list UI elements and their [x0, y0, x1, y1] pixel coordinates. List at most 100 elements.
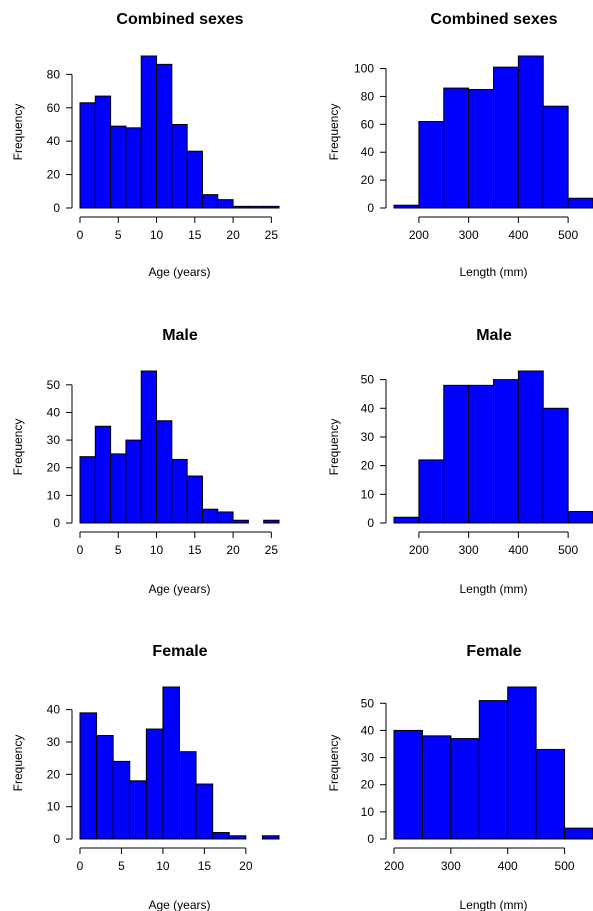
x-tick-label: 20	[226, 543, 240, 557]
y-tick-label: 0	[367, 201, 374, 215]
histogram-bar	[517, 55, 544, 209]
x-tick-label: 15	[188, 228, 202, 242]
histogram-bar	[112, 760, 131, 840]
y-tick-label: 30	[361, 430, 375, 444]
x-tick-label: 500	[558, 543, 578, 557]
histogram-bar	[201, 508, 219, 524]
histogram-bar	[232, 205, 249, 209]
histogram-bar	[443, 87, 470, 209]
histogram-bar	[542, 407, 569, 524]
x-axis-label: Length (mm)	[459, 265, 527, 279]
histogram-bar	[535, 748, 566, 840]
histogram-bar	[195, 783, 214, 840]
histogram-bar	[140, 370, 158, 524]
y-tick-label: 0	[53, 516, 60, 530]
y-tick-label: 20	[361, 459, 375, 473]
x-tick-label: 300	[459, 543, 479, 557]
y-tick-label: 0	[53, 201, 60, 215]
y-tick-label: 10	[47, 800, 61, 814]
y-tick-label: 20	[47, 461, 61, 475]
x-tick-label: 0	[77, 228, 84, 242]
x-tick-label: 20	[226, 228, 240, 242]
y-tick-label: 40	[47, 405, 61, 419]
y-axis-label: Frequency	[11, 735, 25, 792]
x-tick-label: 200	[409, 543, 429, 557]
x-tick-label: 0	[77, 859, 84, 873]
y-tick-label: 20	[47, 168, 61, 182]
y-tick-label: 0	[367, 516, 374, 530]
chart-title: Combined sexes	[116, 11, 243, 28]
x-tick-label: 10	[150, 228, 164, 242]
y-tick-label: 30	[361, 751, 375, 765]
histogram-bar	[201, 194, 219, 209]
y-axis-label: Frequency	[11, 104, 25, 161]
histogram-bar	[493, 66, 519, 209]
x-tick-label: 25	[265, 228, 279, 242]
histogram-bar	[129, 780, 147, 840]
histogram-bar	[261, 835, 280, 840]
chart-title: Male	[476, 327, 512, 344]
y-tick-label: 10	[361, 805, 375, 819]
histogram-bar	[79, 102, 96, 209]
y-axis-label: Frequency	[327, 104, 341, 161]
y-tick-label: 80	[361, 89, 375, 103]
y-axis-label: Frequency	[327, 735, 341, 792]
y-tick-label: 50	[361, 696, 375, 710]
histogram-panel-4: 0 10 20 30 40 50 200 300 400 500 Male Length (mm) Fr…	[327, 327, 593, 596]
histogram-bar	[567, 511, 593, 524]
histogram-bar	[79, 712, 98, 840]
x-tick-label: 200	[384, 859, 404, 873]
histogram-bar	[263, 519, 280, 524]
y-tick-label: 40	[361, 145, 375, 159]
y-tick-label: 30	[47, 433, 61, 447]
y-tick-label: 60	[361, 117, 375, 131]
chart-title: Combined sexes	[430, 11, 557, 28]
histogram-bar	[140, 55, 158, 209]
x-axis-label: Age (years)	[148, 265, 210, 279]
x-axis-label: Age (years)	[148, 582, 210, 596]
histogram-bar	[110, 453, 127, 524]
histogram-bar	[468, 384, 494, 524]
histogram-bar	[94, 95, 112, 209]
histogram-bar	[171, 123, 188, 209]
x-tick-label: 10	[156, 859, 170, 873]
histogram-bar	[162, 686, 181, 840]
histogram-bar	[186, 475, 203, 524]
x-tick-label: 20	[239, 859, 253, 873]
histogram-panel-2: 0 20 40 60 80 100 200 300 400 500 Combined sexes Le…	[327, 11, 593, 279]
histogram-bar	[263, 205, 280, 209]
histogram-bar	[393, 516, 420, 524]
histogram-bar	[493, 379, 519, 524]
x-tick-label: 25	[265, 543, 279, 557]
y-axis-label: Frequency	[11, 419, 25, 476]
y-tick-label: 20	[361, 173, 375, 187]
histogram-bar	[171, 458, 188, 524]
x-tick-label: 400	[508, 543, 528, 557]
histogram-bar	[156, 420, 173, 524]
y-tick-label: 40	[47, 134, 61, 148]
histogram-bar	[125, 127, 142, 209]
chart-title: Female	[466, 643, 521, 660]
histogram-bar	[96, 735, 114, 840]
histogram-panel-6: 0 10 20 30 40 50 200 300 400 500 Female Length (mm)…	[327, 643, 593, 911]
x-tick-label: 200	[409, 228, 429, 242]
y-tick-label: 30	[47, 735, 61, 749]
histogram-bar	[79, 456, 96, 524]
histogram-bar	[507, 686, 537, 840]
y-tick-label: 0	[53, 832, 60, 846]
histogram-bar	[125, 439, 142, 524]
histogram-bar	[247, 205, 265, 209]
x-tick-label: 500	[555, 859, 575, 873]
histogram-bar	[186, 150, 203, 209]
histogram-bar	[145, 728, 164, 840]
histogram-bar	[421, 735, 452, 840]
x-tick-label: 5	[118, 859, 125, 873]
y-tick-label: 40	[361, 401, 375, 415]
y-tick-label: 60	[47, 101, 61, 115]
y-tick-label: 20	[361, 778, 375, 792]
x-axis-label: Age (years)	[148, 898, 210, 911]
y-tick-label: 20	[47, 767, 61, 781]
histogram-panel-1: 0 20 40 60 80 0 5 10 15 20 25 Combined sexes Age (ye…	[11, 11, 280, 279]
x-tick-label: 10	[150, 543, 164, 557]
histogram-bar	[418, 459, 445, 524]
